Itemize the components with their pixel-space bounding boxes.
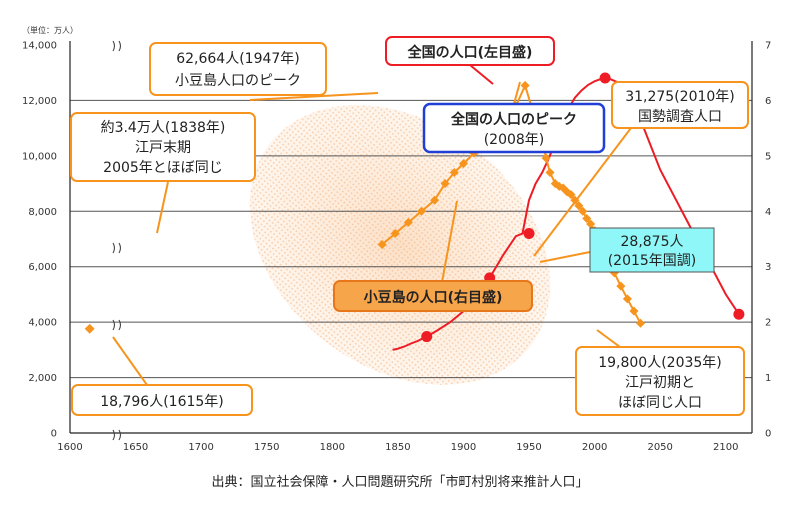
y-right-tick-label: 2 — [765, 318, 771, 329]
y-right-tick-label: 6 — [765, 96, 771, 107]
island-marker — [629, 306, 639, 316]
callout-ann5-line1: 全国の人口のピーク — [450, 111, 577, 128]
y-left-tick-label: 12,000 — [22, 96, 57, 107]
callout-ann3-line2: 国勢調査人口 — [638, 109, 722, 125]
callout-ann3-line1: 31,275(2010年) — [625, 89, 735, 105]
callout-ann6-line1: 28,875人 — [621, 234, 684, 250]
island-marker — [616, 281, 626, 291]
y-left-tick-label: 0 — [51, 429, 57, 440]
y-left-tick-label: 2,000 — [28, 373, 57, 384]
national-marker — [733, 308, 745, 320]
y-right-tick-label: 0 — [765, 429, 771, 440]
y-right-tick-label: 4 — [765, 207, 771, 218]
y-left-tick-label: 4,000 — [28, 318, 57, 329]
callout-ann7-line1: 小豆島の人口(右目盛) — [364, 289, 503, 306]
callout-ann1-line2: 小豆島人口のピーク — [175, 73, 301, 89]
island-marker — [541, 153, 551, 163]
callout-ann6: 28,875人 (2015年国調) — [589, 227, 715, 273]
arrow-ann3 — [533, 123, 635, 257]
axis-break-mark — [112, 429, 122, 441]
callout-ann5-line2: (2008年) — [484, 132, 545, 148]
callout-ann9: 18,796人(1615年) — [71, 384, 253, 416]
x-tick-label: 1800 — [320, 442, 345, 453]
y-left-tick-label: 8,000 — [28, 207, 57, 218]
callout-ann9-line1: 18,796人(1615年) — [100, 394, 224, 410]
island-marker — [449, 167, 459, 178]
callout-ann1: 62,664人(1947年) 小豆島人口のピーク — [149, 42, 327, 96]
national-marker — [523, 227, 535, 239]
callout-ann4-line1: 約3.4万人(1838年) — [101, 120, 226, 136]
island-marker-1615 — [84, 323, 95, 334]
y-right-tick-label: 3 — [765, 262, 771, 273]
x-tick-label: 1650 — [123, 442, 148, 453]
y-right-tick-label: 7 — [765, 41, 771, 52]
callout-ann7: 小豆島の人口(右目盛) — [333, 280, 533, 312]
y-right-tick-label: 1 — [765, 373, 771, 384]
axes — [69, 40, 753, 441]
callout-arrows — [112, 64, 635, 386]
x-tick-label: 2050 — [647, 442, 672, 453]
arrow-ann7 — [441, 200, 458, 283]
callout-ann8-line1: 19,800人(2035年) — [598, 355, 722, 371]
island-marker — [622, 294, 632, 304]
callout-ann5: 全国の人口のピーク (2008年) — [422, 102, 606, 154]
arrow-ann1 — [249, 92, 379, 101]
callout-ann8: 19,800人(2035年) 江戸初期と ほぼ同じ人口 — [575, 346, 745, 416]
callout-ann1-line1: 62,664人(1947年) — [176, 51, 300, 67]
callout-ann3: 31,275(2010年) 国勢調査人口 — [611, 81, 749, 129]
arrow-ann9 — [112, 336, 148, 386]
axis-break-mark — [112, 242, 122, 254]
axis-break-mark — [112, 40, 122, 52]
callout-ann2-line1: 全国の人口(左目盛) — [407, 44, 533, 61]
y-left-tick-label: 10,000 — [22, 151, 57, 162]
island-marker — [520, 80, 530, 90]
y-left-tick-label: 6,000 — [28, 262, 57, 273]
unit-label: （単位：万人） — [22, 25, 78, 35]
island-marker — [545, 167, 555, 178]
axis-break-mark — [112, 319, 122, 331]
arrow-ann6 — [539, 251, 591, 263]
background-highlight — [249, 105, 551, 385]
y-right-tick-label: 5 — [765, 151, 771, 162]
national-marker — [421, 331, 433, 343]
arrow-ann2 — [469, 64, 494, 85]
source-note: 出典：国立社会保障・人口問題研究所「市町村別将来推計人口」 — [211, 474, 588, 490]
x-tick-label: 1750 — [254, 442, 279, 453]
callout-ann8-line2: 江戸初期と — [625, 374, 695, 391]
callout-ann2: 全国の人口(左目盛) — [385, 36, 555, 66]
national-marker — [599, 72, 611, 84]
y-left-tick-label: 14,000 — [22, 41, 57, 52]
x-tick-label: 1900 — [451, 442, 476, 453]
callout-ann4-line2: 江戸末期 — [135, 140, 191, 156]
arrow-ann4 — [156, 181, 169, 234]
callout-ann6-line2: (2015年国調) — [608, 253, 697, 269]
tick-labels: 0 2,000 4,000 6,000 8,000 10,000 12,000 14,000 0… — [22, 41, 771, 454]
x-tick-label: 2000 — [582, 442, 607, 453]
arrow-ann8 — [596, 329, 621, 348]
callout-ann4-line3: 2005年とほぼ同じ — [103, 160, 223, 176]
x-tick-label: 1950 — [516, 442, 541, 453]
x-tick-label: 1700 — [188, 442, 213, 453]
arrow-ann5 — [513, 81, 521, 105]
callout-ann8-line3: ほぼ同じ人口 — [618, 395, 702, 411]
x-tick-label: 2100 — [713, 442, 738, 453]
island-marker — [377, 240, 387, 250]
callouts: 62,664人(1947年) 小豆島人口のピーク 全国の人口(左目盛) 31,2… — [70, 36, 749, 416]
x-tick-label: 1600 — [57, 442, 82, 453]
callout-ann4: 約3.4万人(1838年) 江戸末期 2005年とほぼ同じ — [70, 112, 256, 182]
island-marker — [635, 318, 646, 328]
x-tick-label: 1850 — [385, 442, 410, 453]
